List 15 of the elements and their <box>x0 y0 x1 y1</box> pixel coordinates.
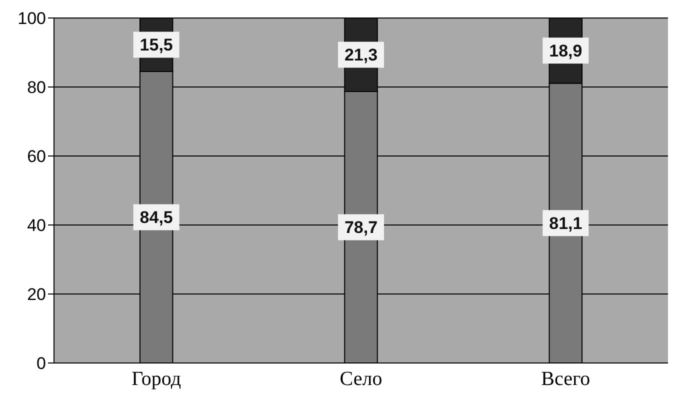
y-tick-label: 100 <box>18 9 46 28</box>
data-label: 84,5 <box>140 208 173 228</box>
data-label: 15,5 <box>140 36 173 55</box>
y-tick-label: 20 <box>27 285 46 304</box>
y-tick-label: 40 <box>27 216 46 236</box>
y-tick-label: 0 <box>36 354 46 374</box>
data-label: 21,3 <box>344 46 378 65</box>
y-tick-label: 80 <box>27 78 46 98</box>
x-tick-label: Село <box>340 368 382 390</box>
x-tick-label: Город <box>132 368 182 390</box>
data-label: 78,7 <box>344 218 378 238</box>
data-label: 81,1 <box>549 214 582 234</box>
x-tick-label: Всего <box>541 368 590 390</box>
data-label: 18,9 <box>549 42 582 61</box>
y-tick-label: 60 <box>27 147 46 166</box>
